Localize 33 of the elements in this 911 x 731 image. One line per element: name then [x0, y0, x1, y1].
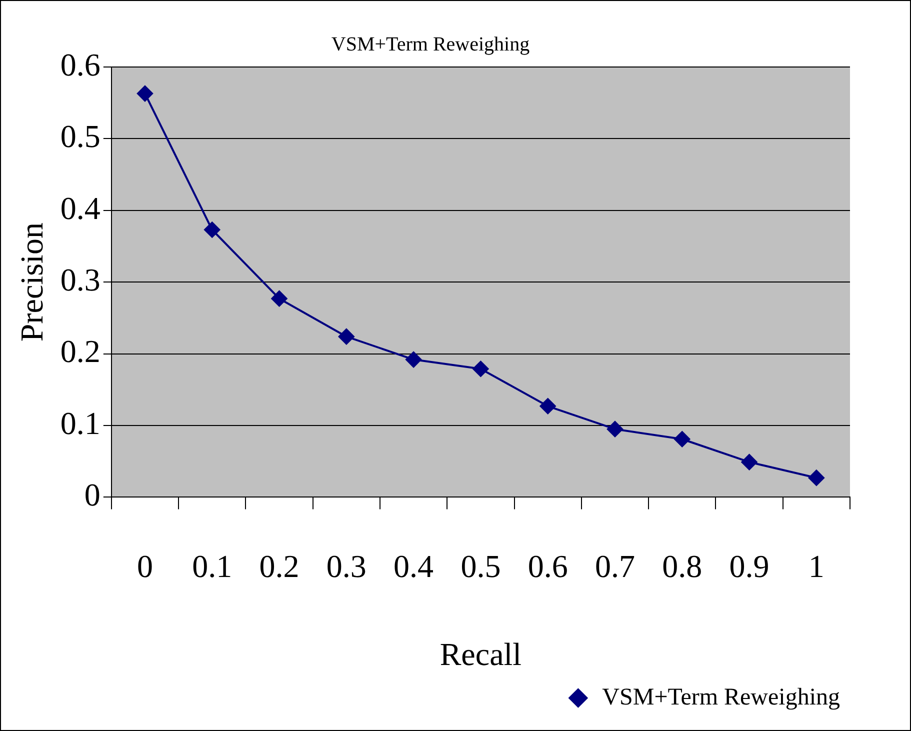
- x-axis-title: Recall: [440, 636, 522, 672]
- y-tick-label: 0.6: [60, 46, 100, 82]
- point: [338, 328, 354, 345]
- point: [271, 290, 288, 307]
- y-tick-label: 0: [84, 476, 100, 513]
- point: [674, 431, 690, 448]
- x-tick-label: 0.6: [528, 548, 568, 584]
- y-tick-label: 0.1: [60, 404, 100, 441]
- x-tick-label: 0.2: [259, 548, 300, 584]
- x-tick-label: 0: [136, 548, 153, 584]
- x-tick-label: 0.5: [460, 548, 501, 584]
- point: [808, 470, 824, 486]
- x-tick-label: 0.4: [394, 548, 434, 584]
- point: [606, 421, 623, 438]
- point: [540, 398, 556, 414]
- legend-label: VSM+Term Reweighing: [602, 684, 840, 710]
- point: [406, 352, 422, 368]
- x-tick-label: 0.7: [594, 548, 635, 584]
- y-tick-label: 0.4: [60, 190, 100, 226]
- x-tick-label: 0.3: [326, 548, 366, 584]
- point: [472, 360, 489, 377]
- chart-title: VSM+Term Reweighing: [331, 33, 530, 56]
- x-tick-label: 0.8: [662, 548, 702, 584]
- point: [136, 86, 153, 102]
- point: [741, 454, 758, 470]
- y-tick-label: 0.2: [60, 333, 100, 370]
- point: [204, 222, 220, 238]
- y-tick-label: 0.3: [60, 262, 100, 298]
- y-axis-title: Precision: [14, 222, 50, 342]
- y-tick-label: 0.5: [60, 118, 100, 154]
- x-tick-label: 1: [808, 548, 824, 584]
- x-tick-label: 0.9: [729, 548, 770, 584]
- x-tick-label: 0.1: [192, 548, 232, 584]
